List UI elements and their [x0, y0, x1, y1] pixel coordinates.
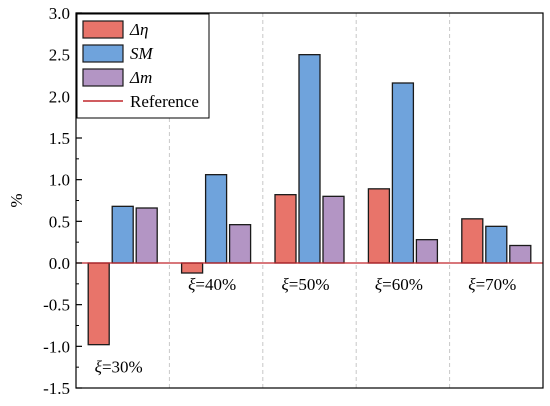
- bars: [87, 54, 532, 346]
- bar-m-5: [509, 244, 532, 264]
- category-label: ξ=50%: [281, 275, 329, 294]
- y-tick-label: 2.5: [49, 46, 70, 65]
- legend: Δη SM Δm Reference: [76, 13, 210, 119]
- y-tick-label: 0.5: [49, 212, 70, 231]
- y-axis-ticks: -1.5 -1.0 -0.5 0.0 0.5 1.0 1.5 2.0 2.5 3.0: [43, 4, 82, 398]
- category-label: ξ=30%: [95, 357, 143, 376]
- bar--5: [461, 218, 484, 264]
- y-tick-label: -1.5: [43, 379, 70, 398]
- y-tick-label: 3.0: [49, 4, 70, 23]
- bar-sm-5: [485, 225, 508, 264]
- legend-label: Δm: [129, 68, 152, 87]
- bar-m-4: [415, 239, 439, 264]
- category-labels: ξ=30% ξ=40% ξ=50% ξ=60% ξ=70%: [95, 275, 517, 376]
- bar--4: [367, 188, 391, 264]
- y-tick-label: -0.5: [43, 296, 70, 315]
- y-axis-label: %: [7, 193, 26, 207]
- bar--1: [87, 262, 110, 346]
- bar-sm-1: [111, 205, 134, 264]
- bar-m-1: [135, 207, 158, 264]
- legend-label: Δη: [129, 20, 148, 39]
- y-tick-label: 1.0: [49, 171, 70, 190]
- legend-swatch: [82, 20, 124, 39]
- legend-label: SM: [130, 44, 154, 63]
- bar-sm-4: [391, 82, 415, 264]
- legend-label: Reference: [130, 92, 199, 111]
- y-tick-label: 1.5: [49, 129, 70, 148]
- legend-swatch: [82, 68, 124, 87]
- bar--2: [180, 262, 204, 274]
- y-tick-label: 0.0: [49, 254, 70, 273]
- bar-m-2: [228, 224, 252, 264]
- bar--3: [274, 194, 297, 264]
- legend-swatch: [82, 44, 124, 63]
- y-tick-label: -1.0: [43, 337, 70, 356]
- category-label: ξ=70%: [468, 275, 516, 294]
- bar-sm-2: [204, 174, 228, 264]
- bar-m-3: [322, 195, 345, 264]
- y-tick-label: 2.0: [49, 87, 70, 106]
- bar-sm-3: [298, 54, 321, 264]
- category-label: ξ=60%: [375, 275, 423, 294]
- category-label: ξ=40%: [188, 275, 236, 294]
